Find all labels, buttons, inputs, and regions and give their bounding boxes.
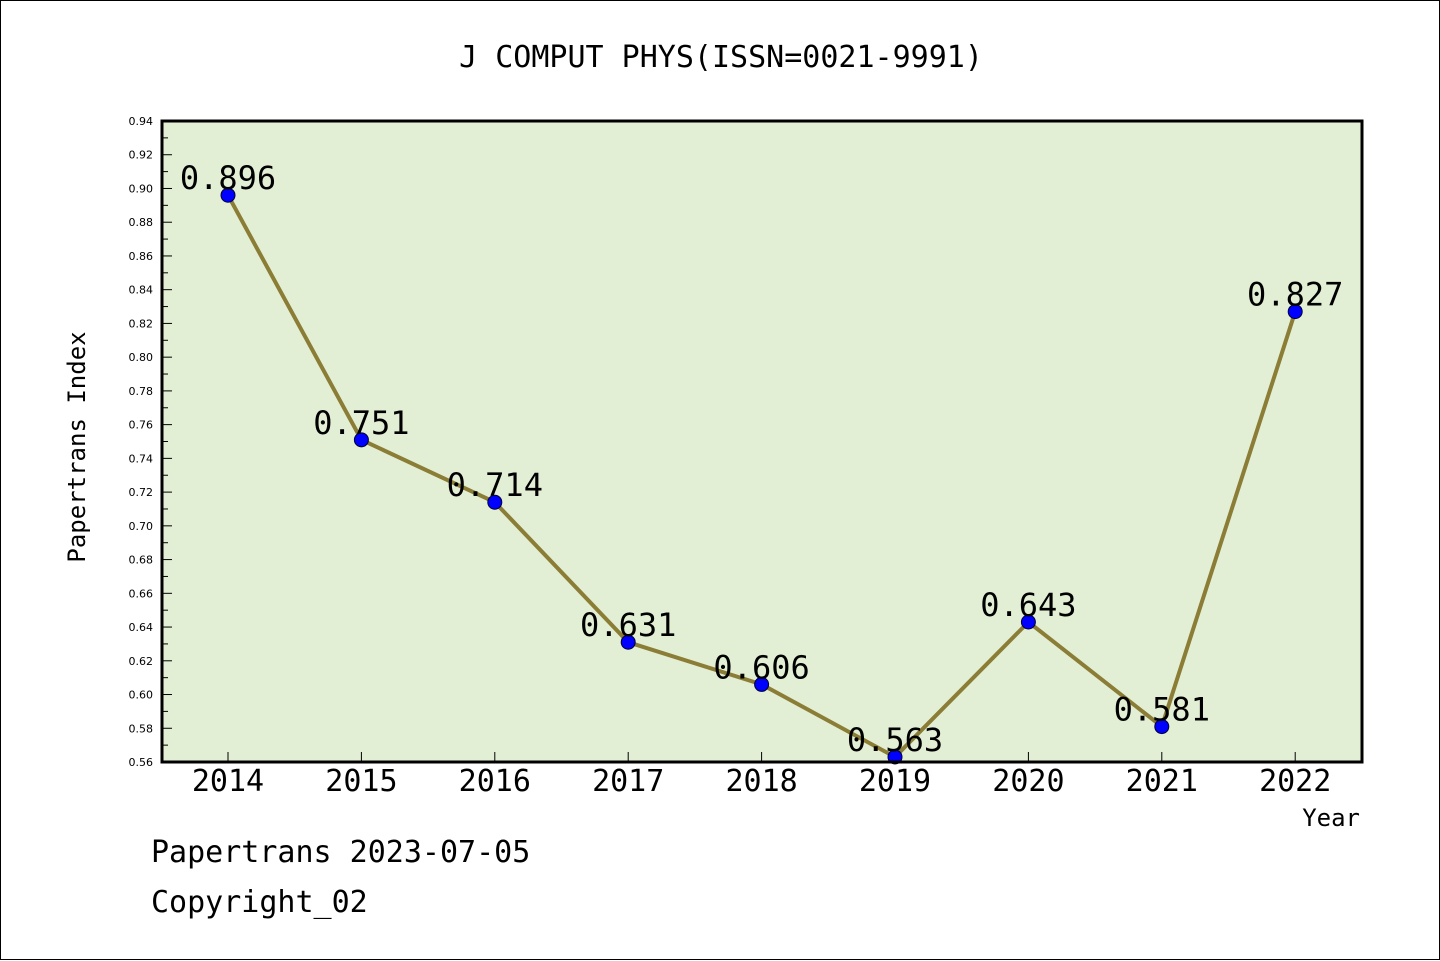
data-label: 0.751 xyxy=(313,404,409,442)
plot-frame xyxy=(160,119,1364,764)
y-tick-label: 0.68 xyxy=(129,554,154,567)
data-labels: 0.896 0.751 0.714 0.631 0.606 0.563 0.643 0.581… xyxy=(180,159,1344,759)
data-point xyxy=(1020,614,1036,630)
y-tick-label: 0.56 xyxy=(129,756,154,769)
x-tick-label: 2018 xyxy=(725,764,797,799)
y-axis: 0.56 0.58 0.60 0.62 0.64 0.66 0.68 0.70 0.72 0.74… xyxy=(129,115,172,769)
y-tick-label: 0.64 xyxy=(129,621,154,634)
data-label: 0.606 xyxy=(713,648,809,686)
y-axis-label: Papertrans Index xyxy=(63,331,91,562)
x-tick-label: 2016 xyxy=(459,764,531,799)
data-label: 0.827 xyxy=(1247,276,1343,314)
x-tick-label: 2021 xyxy=(1126,764,1198,799)
data-label: 0.643 xyxy=(980,586,1076,624)
y-tick-label: 0.92 xyxy=(129,149,154,162)
data-point xyxy=(754,676,770,692)
y-tick-label: 0.90 xyxy=(129,182,154,195)
data-point xyxy=(887,749,903,765)
x-tick-label: 2020 xyxy=(992,764,1064,799)
data-point xyxy=(1287,304,1303,320)
y-tick-label: 0.84 xyxy=(129,284,154,297)
x-tick-label: 2017 xyxy=(592,764,664,799)
y-tick-label: 0.60 xyxy=(129,689,154,702)
footer-copyright: Copyright_02 xyxy=(151,885,368,920)
y-tick-label: 0.70 xyxy=(129,520,154,533)
y-tick-label: 0.62 xyxy=(129,655,154,668)
data-point xyxy=(1154,719,1170,735)
data-label: 0.563 xyxy=(847,721,943,759)
y-tick-label: 0.66 xyxy=(129,587,154,600)
data-label: 0.581 xyxy=(1114,691,1210,729)
footer-date: Papertrans 2023-07-05 xyxy=(151,835,531,870)
data-point xyxy=(353,432,369,448)
data-label: 0.631 xyxy=(580,606,676,644)
y-tick-label: 0.94 xyxy=(129,115,154,128)
x-tick-label: 2015 xyxy=(325,764,397,799)
y-tick-label: 0.86 xyxy=(129,250,154,263)
data-point xyxy=(487,494,503,510)
chart-title: J COMPUT PHYS(ISSN=0021-9991) xyxy=(459,40,983,75)
y-tick-label: 0.58 xyxy=(129,722,154,735)
x-tick-label: 2019 xyxy=(859,764,931,799)
y-tick-label: 0.88 xyxy=(129,216,154,229)
x-axis: 2014 2015 2016 2017 2018 2019 2020 2021 2022 xyxy=(192,752,1331,799)
data-point xyxy=(220,187,236,203)
y-tick-label: 0.74 xyxy=(129,452,154,465)
y-tick-label: 0.72 xyxy=(129,486,154,499)
data-markers xyxy=(220,187,1303,765)
y-tick-label: 0.76 xyxy=(129,419,154,432)
x-tick-label: 2022 xyxy=(1259,764,1331,799)
x-axis-label: Year xyxy=(1302,804,1360,832)
x-tick-label: 2014 xyxy=(192,764,264,799)
y-tick-label: 0.78 xyxy=(129,385,154,398)
y-tick-label: 0.82 xyxy=(129,317,154,330)
y-tick-label: 0.80 xyxy=(129,351,154,364)
data-label: 0.714 xyxy=(447,466,543,504)
data-point xyxy=(620,634,636,650)
data-label: 0.896 xyxy=(180,159,276,197)
